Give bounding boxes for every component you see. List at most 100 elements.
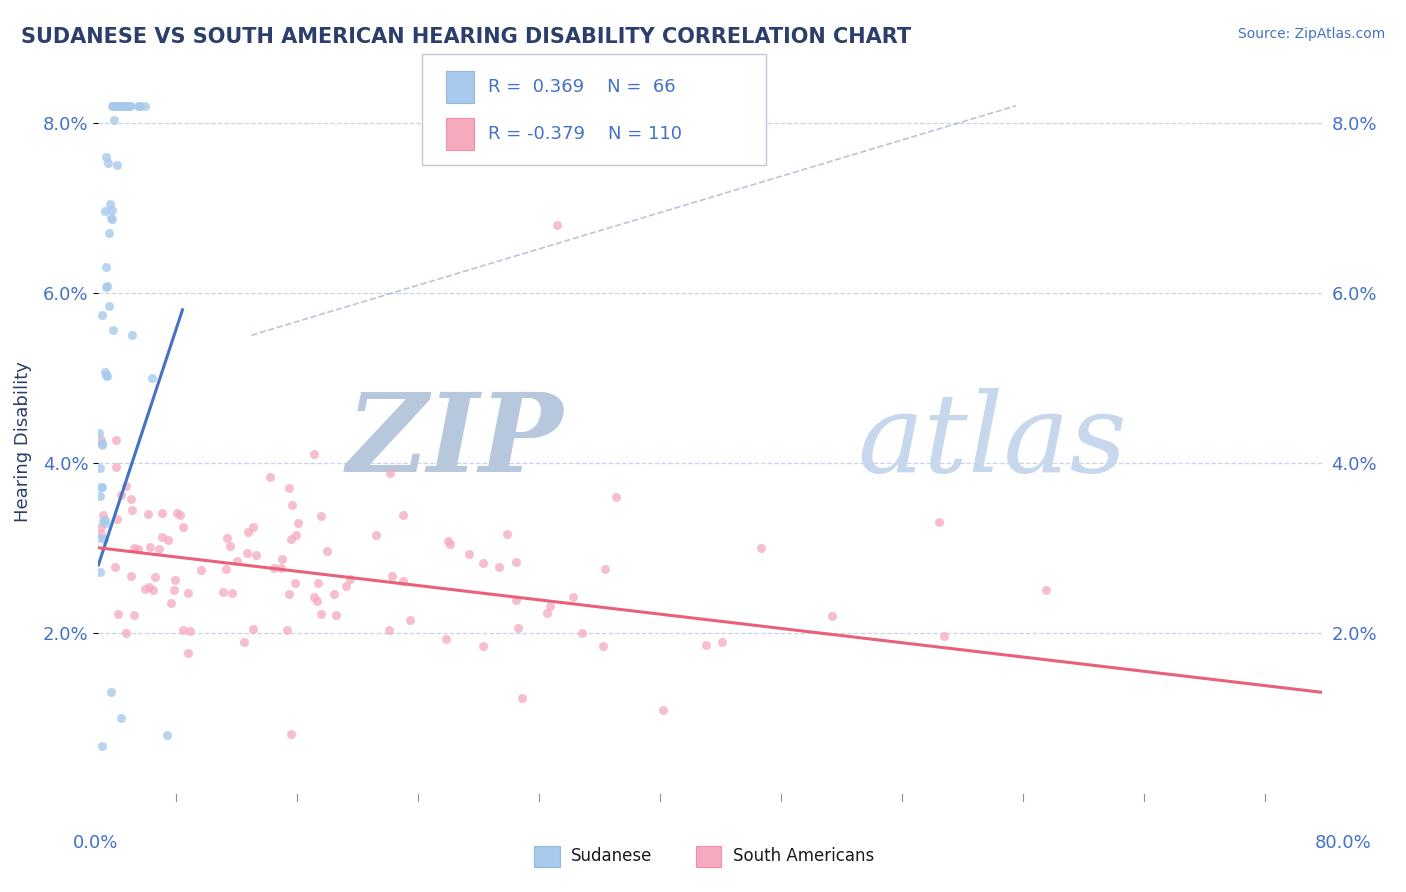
Point: [110, 99, 132, 113]
Point: [148, 541, 170, 556]
Point: [177, 646, 200, 660]
Point: [335, 579, 357, 593]
Text: R =  0.369    N =  66: R = 0.369 N = 66: [488, 78, 675, 96]
Point: [378, 467, 401, 481]
Point: [94, 260, 117, 275]
Point: [120, 491, 142, 506]
Text: atlas: atlas: [856, 388, 1126, 495]
Point: [103, 99, 125, 113]
Point: [121, 328, 143, 343]
Point: [87, 425, 110, 440]
Point: [179, 624, 201, 639]
Point: [505, 593, 527, 607]
Point: [94, 513, 117, 527]
Point: [172, 520, 194, 534]
Point: [105, 99, 128, 113]
Point: [166, 506, 188, 520]
Point: [695, 639, 717, 653]
Point: [94, 203, 117, 218]
Point: [221, 586, 243, 600]
Point: [96, 368, 118, 383]
Point: [111, 99, 134, 113]
Text: Sudanese: Sudanese: [571, 847, 652, 865]
Text: 0.0%: 0.0%: [73, 834, 118, 852]
Point: [392, 574, 415, 588]
Point: [505, 555, 527, 569]
Point: [233, 634, 256, 648]
Point: [325, 607, 347, 622]
Point: [105, 99, 128, 113]
Point: [117, 99, 139, 113]
Point: [107, 607, 129, 622]
Point: [280, 532, 302, 546]
Text: SUDANESE VS SOUTH AMERICAN HEARING DISABILITY CORRELATION CHART: SUDANESE VS SOUTH AMERICAN HEARING DISAB…: [21, 27, 911, 46]
Point: [96, 278, 118, 293]
Point: [115, 479, 138, 493]
Point: [225, 554, 247, 568]
Point: [90, 308, 112, 322]
Point: [287, 516, 309, 531]
Point: [152, 530, 174, 544]
Point: [114, 99, 136, 113]
Point: [316, 543, 339, 558]
Point: [561, 591, 583, 605]
Point: [307, 576, 329, 591]
Point: [94, 368, 117, 383]
Point: [107, 99, 129, 113]
Point: [322, 586, 344, 600]
Point: [104, 99, 127, 113]
Point: [111, 99, 134, 113]
Y-axis label: Hearing Disability: Hearing Disability: [14, 361, 32, 522]
Point: [381, 568, 404, 582]
Point: [134, 99, 156, 113]
Point: [101, 99, 124, 113]
Point: [934, 629, 956, 643]
Point: [93, 532, 115, 546]
Point: [128, 99, 150, 113]
Point: [190, 563, 212, 577]
Point: [105, 459, 128, 474]
Point: [105, 99, 128, 113]
Point: [114, 626, 136, 640]
Point: [107, 99, 129, 113]
Point: [94, 516, 117, 530]
Point: [281, 498, 304, 512]
Point: [172, 623, 194, 637]
Point: [100, 211, 122, 226]
Point: [122, 541, 145, 555]
Point: [120, 568, 142, 582]
Point: [111, 99, 134, 113]
Point: [105, 99, 128, 113]
Point: [96, 150, 118, 164]
Point: [169, 508, 191, 522]
Point: [711, 635, 734, 649]
Point: [91, 508, 114, 522]
Point: [91, 739, 114, 753]
Point: [510, 691, 533, 706]
Point: [118, 99, 141, 113]
Text: South Americans: South Americans: [733, 847, 873, 865]
Point: [156, 728, 179, 742]
Point: [215, 561, 238, 575]
Point: [271, 551, 294, 566]
Point: [242, 520, 264, 534]
Point: [89, 489, 111, 503]
Point: [399, 613, 422, 627]
Point: [285, 528, 308, 542]
Point: [89, 565, 111, 579]
Point: [496, 527, 519, 541]
Point: [110, 99, 132, 113]
Point: [270, 560, 292, 574]
Point: [103, 559, 125, 574]
Point: [127, 99, 149, 113]
Point: [91, 514, 114, 528]
Point: [536, 607, 558, 621]
Point: [128, 99, 150, 113]
Point: [242, 622, 264, 636]
Point: [305, 593, 328, 607]
Point: [97, 156, 120, 170]
Text: R = -0.379    N = 110: R = -0.379 N = 110: [488, 125, 682, 143]
Point: [749, 541, 772, 555]
Point: [276, 623, 298, 637]
Point: [215, 532, 238, 546]
